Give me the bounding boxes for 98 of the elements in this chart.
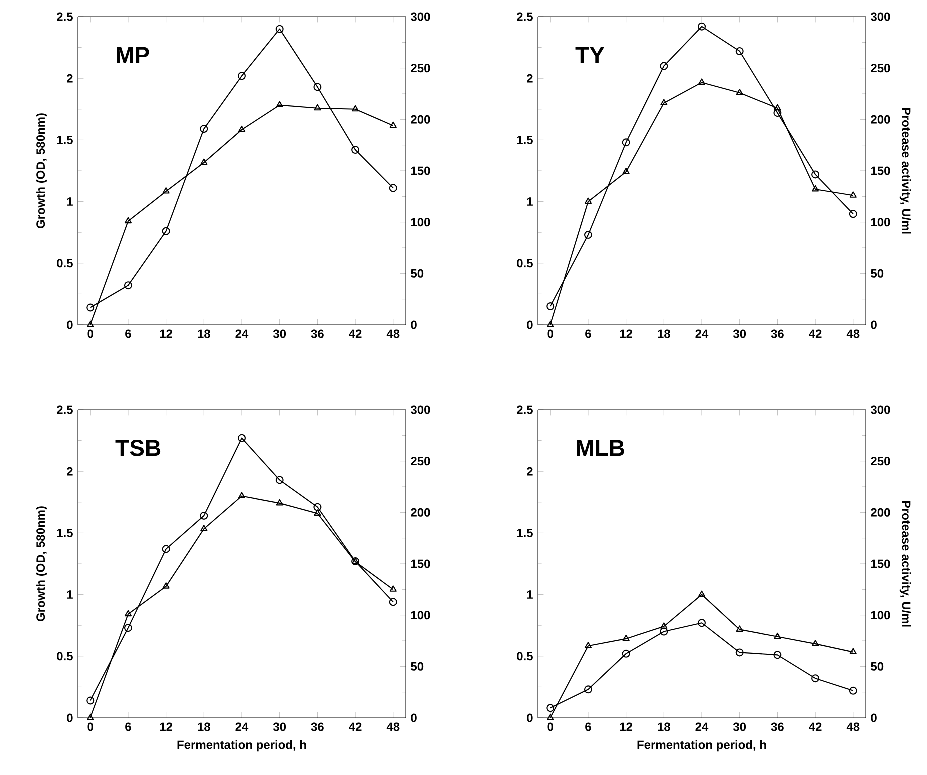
y2-tick-label: 50: [871, 662, 884, 671]
x-tick-label: 48: [386, 330, 400, 338]
text: MLB: [577, 440, 624, 456]
y-tick-label: 0: [67, 714, 73, 722]
x-tick-label: 24: [696, 330, 709, 338]
x-tick-label: 36: [311, 330, 324, 338]
y-tick-label: 2.5: [517, 12, 533, 22]
y2-tick-label: 200: [871, 115, 890, 124]
y-tick-label: 0: [527, 320, 533, 330]
x-tick-label: 18: [198, 330, 210, 338]
x-tick-label: 42: [809, 330, 822, 338]
x-tick-label: 30: [733, 330, 746, 338]
y2-tick-label: 200: [411, 115, 430, 124]
y-tick-label: 1: [527, 590, 533, 599]
x-tick-label: 36: [771, 330, 784, 338]
x-tick-label: 24: [696, 722, 709, 732]
x-tick-label: 30: [273, 330, 286, 338]
text: MP: [117, 47, 150, 64]
y-tick-label: 1: [67, 590, 73, 599]
y2-tick-label: 300: [410, 12, 430, 22]
y2-tick-label: 250: [411, 457, 430, 466]
y2-tick-label: 300: [870, 406, 890, 414]
y-tick-label: 1: [67, 198, 73, 206]
x-tick-label: 6: [126, 722, 132, 732]
y2-tick-label: 300: [410, 406, 430, 414]
y2-tick-label: 100: [871, 611, 890, 620]
x-tick-label: 12: [160, 330, 172, 338]
x-tick-label: 0: [88, 330, 94, 338]
y-tick-label: 2: [527, 467, 533, 476]
y-tick-label: 2: [527, 74, 533, 83]
x-axis-title: Fermentation period, h: [178, 740, 306, 752]
y-tick-label: 0.5: [517, 259, 533, 268]
y2-tick-label: 100: [411, 611, 430, 620]
y-tick-label: 0.5: [57, 652, 73, 661]
x-axis-title: Fermentation period, h: [638, 740, 766, 752]
y2-axis-title: Protease activity, U/ml: [900, 108, 912, 234]
y2-tick-label: 50: [411, 662, 424, 671]
y-tick-label: 2: [67, 467, 73, 476]
y2-tick-label: 0: [871, 320, 877, 330]
y-tick-label: 0.5: [57, 259, 73, 268]
text: TY: [576, 47, 605, 64]
y2-tick-label: 100: [871, 218, 890, 227]
x-tick-label: 6: [586, 330, 592, 338]
x-tick-label: 12: [160, 722, 172, 732]
y2-tick-label: 0: [871, 714, 877, 722]
y2-tick-label: 150: [411, 166, 430, 176]
x-tick-label: 18: [198, 722, 210, 732]
y2-tick-label: 50: [871, 269, 884, 278]
y-tick-label: 0.5: [517, 652, 533, 661]
x-tick-label: 48: [846, 722, 860, 732]
y-tick-label: 1: [527, 198, 533, 206]
x-tick-label: 36: [771, 722, 784, 732]
x-tick-label: 42: [349, 722, 362, 732]
x-tick-label: 12: [620, 722, 633, 732]
y-tick-label: 2.5: [517, 406, 533, 414]
x-tick-label: 6: [126, 330, 132, 338]
y2-tick-label: 300: [870, 12, 890, 22]
y-tick-label: 1.5: [517, 136, 533, 144]
x-tick-label: 30: [733, 722, 746, 732]
text: TSB: [116, 440, 161, 456]
y2-tick-label: 200: [871, 508, 890, 517]
y2-tick-label: 100: [411, 218, 430, 227]
x-tick-label: 0: [548, 330, 554, 338]
x-tick-label: 42: [349, 330, 362, 338]
x-tick-label: 0: [88, 722, 94, 732]
x-tick-label: 30: [273, 722, 286, 732]
x-tick-label: 24: [236, 722, 249, 732]
y2-tick-label: 0: [411, 714, 417, 722]
y2-tick-label: 250: [871, 64, 890, 73]
y2-axis-title: Protease activity, U/ml: [900, 501, 912, 627]
x-tick-label: 6: [586, 722, 592, 732]
x-tick-label: 42: [809, 722, 822, 732]
y-axis-title: Growth (OD, 580nm): [36, 114, 48, 228]
x-tick-label: 24: [236, 330, 249, 338]
y2-tick-label: 150: [411, 560, 430, 568]
y-tick-label: 1.5: [57, 136, 73, 144]
x-tick-label: 0: [548, 722, 554, 732]
x-tick-label: 18: [658, 722, 670, 732]
x-tick-label: 48: [846, 330, 860, 338]
y2-tick-label: 250: [411, 64, 430, 73]
x-tick-label: 12: [620, 330, 633, 338]
y-tick-label: 1.5: [57, 529, 73, 538]
y2-tick-label: 150: [871, 166, 890, 176]
x-tick-label: 36: [311, 722, 324, 732]
y2-tick-label: 50: [411, 269, 424, 278]
y-tick-label: 1.5: [517, 529, 533, 538]
y-tick-label: 0: [527, 714, 533, 722]
y-tick-label: 2.5: [57, 406, 73, 414]
y2-tick-label: 0: [411, 320, 417, 330]
y2-tick-label: 200: [411, 508, 430, 517]
y2-tick-label: 150: [871, 560, 890, 568]
y-axis-title: Growth (OD, 580nm): [36, 506, 48, 622]
x-tick-label: 18: [658, 330, 670, 338]
x-tick-label: 48: [386, 722, 400, 732]
y2-tick-label: 250: [871, 457, 890, 466]
y-tick-label: 0: [67, 320, 73, 330]
y-tick-label: 2: [67, 74, 73, 83]
y-tick-label: 2.5: [57, 12, 73, 22]
